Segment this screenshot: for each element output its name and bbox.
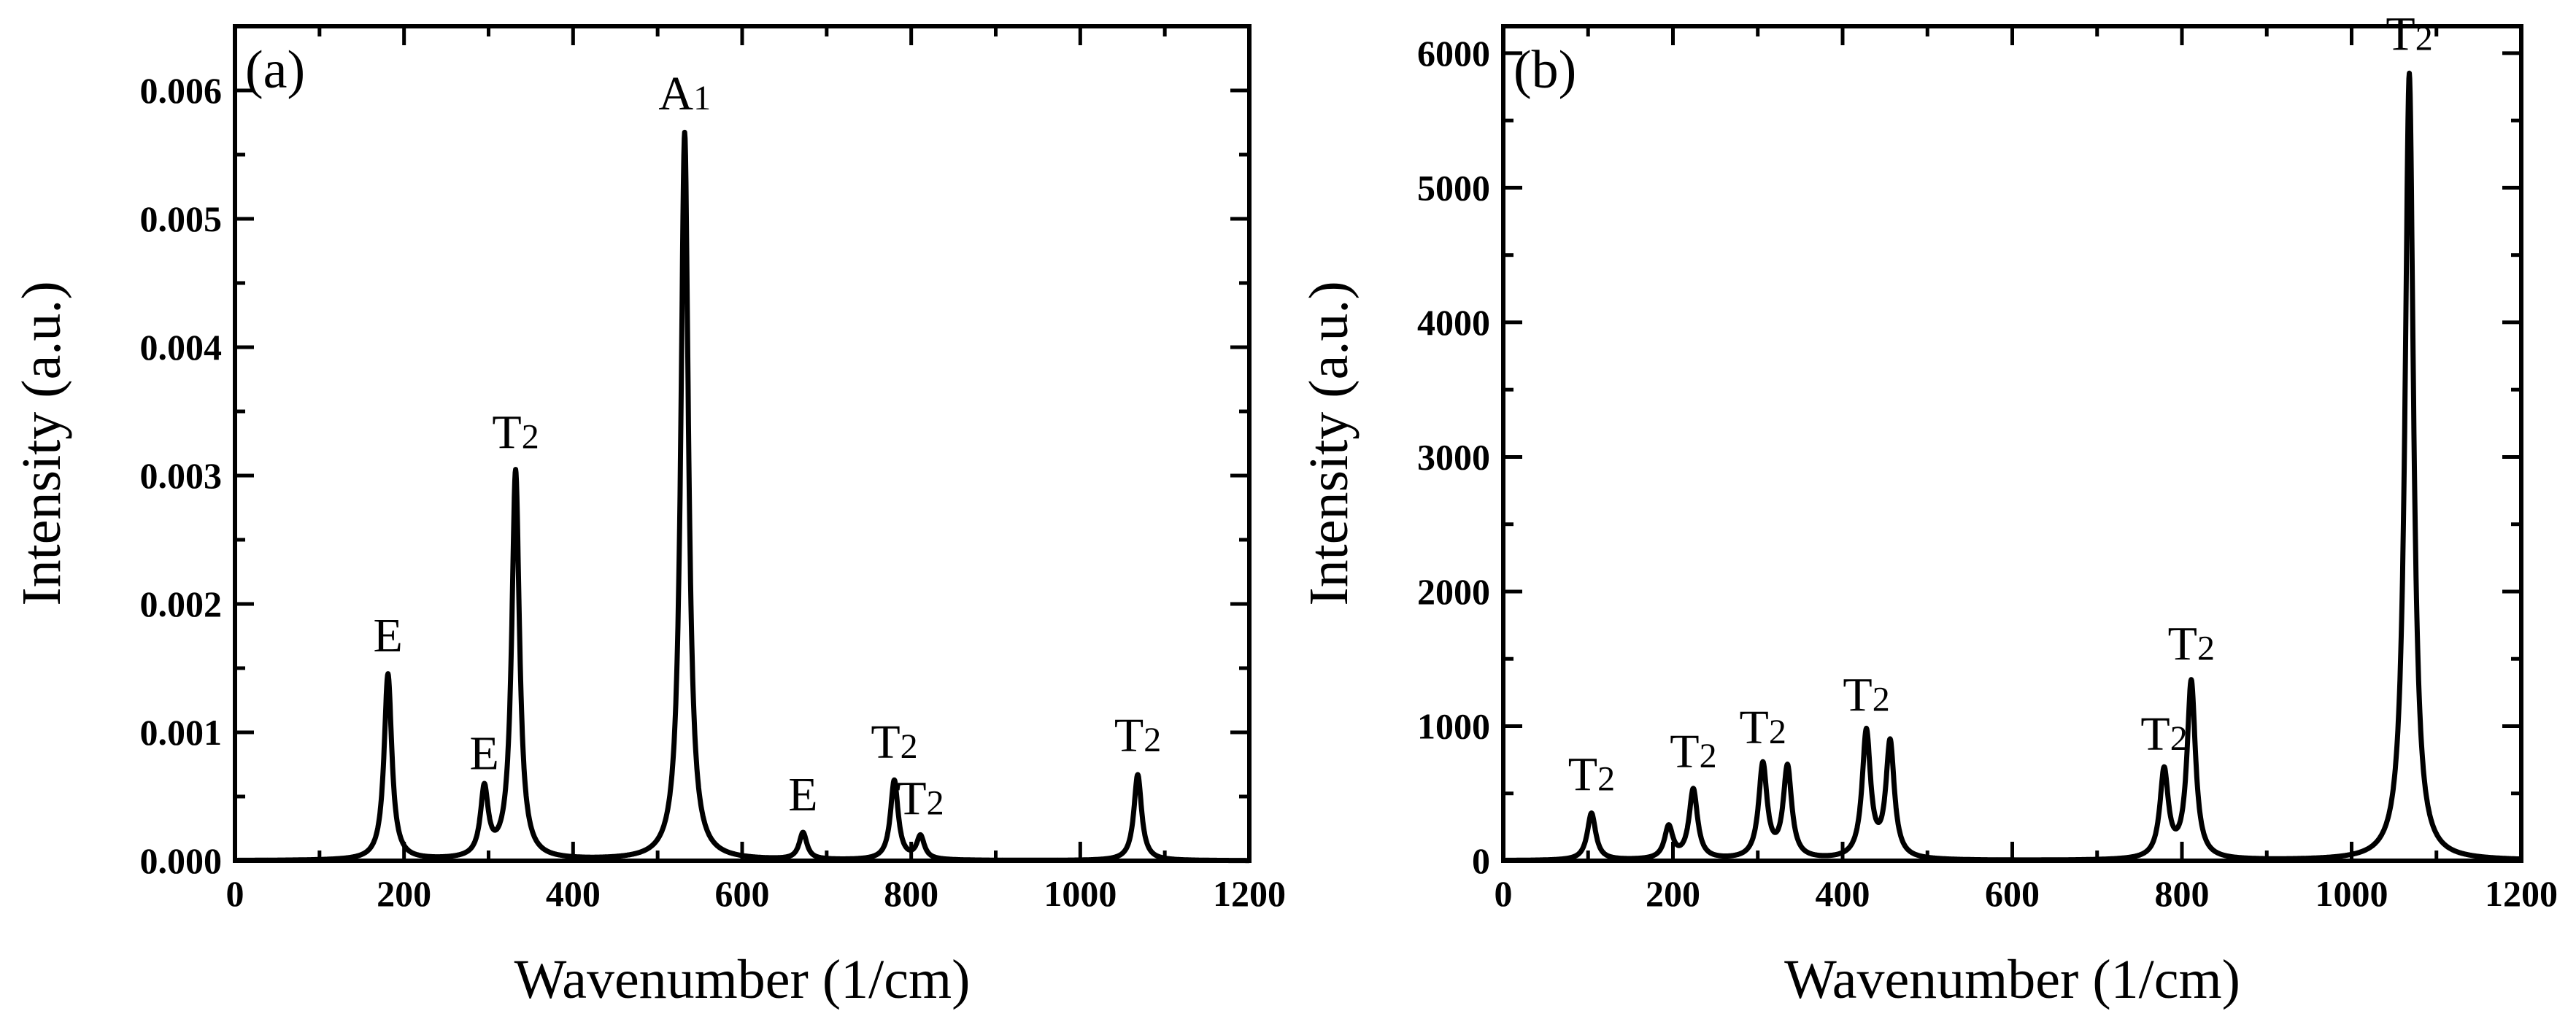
x-tick-label: 800: [884, 873, 938, 914]
x-tick-label: 800: [2155, 873, 2210, 914]
peak-label: T2: [1568, 748, 1615, 801]
peak-label-subscript: 2: [522, 418, 539, 457]
y-tick-label: 2000: [1417, 571, 1490, 612]
peak-label-subscript: 2: [2170, 719, 2188, 758]
peak-label-symbol: T: [1843, 669, 1872, 722]
x-tick-label: 400: [546, 873, 601, 914]
peak-label: T2: [2386, 8, 2432, 61]
peak-label-subscript: 2: [901, 727, 918, 766]
x-axis-title: Wavenumber (1/cm): [514, 949, 971, 1010]
peak-label: A1: [658, 67, 711, 120]
x-tick-label: 400: [1816, 873, 1870, 914]
peak-label-symbol: T: [2140, 708, 2170, 761]
x-tick-label: 0: [226, 873, 244, 914]
x-tick-label: 1200: [1213, 873, 1286, 914]
x-tick-label: 0: [1495, 873, 1513, 914]
peak-label: E: [373, 609, 402, 662]
y-tick-label: 5000: [1417, 167, 1490, 208]
spectrum-line: [233, 129, 1252, 864]
panel-label: (a): [245, 40, 305, 100]
peak-label-subscript: 2: [1700, 737, 1717, 775]
peak-label-symbol: A: [658, 67, 693, 120]
x-tick-label: 200: [1646, 873, 1700, 914]
peak-label-symbol: T: [1114, 709, 1144, 762]
peak-label: T2: [492, 406, 539, 460]
peak-label: T2: [897, 772, 944, 825]
peak-label-symbol: T: [1568, 748, 1597, 801]
y-tick-label: 0.003: [140, 455, 223, 496]
x-axis-title: Wavenumber (1/cm): [1784, 949, 2240, 1010]
peak-label-symbol: T: [1740, 701, 1769, 754]
peak-label: T2: [1843, 669, 1889, 722]
panel-label: (b): [1513, 40, 1576, 100]
y-tick-label: 1000: [1417, 705, 1490, 746]
y-axis-title: Intensity (a.u.): [1298, 281, 1360, 605]
x-tick-label: 600: [1985, 873, 2040, 914]
y-tick-label: 0.000: [140, 840, 223, 881]
peak-label-symbol: E: [373, 609, 402, 662]
x-tick-label: 200: [377, 873, 431, 914]
peak-label-subscript: 2: [1144, 721, 1161, 759]
y-tick-label: 3000: [1417, 436, 1490, 477]
peak-label: T2: [1740, 701, 1786, 754]
x-tick-label: 1200: [2485, 873, 2558, 914]
y-tick-label: 0.006: [140, 70, 223, 111]
peak-label-symbol: T: [2168, 617, 2197, 670]
peak-label-symbol: T: [492, 406, 521, 460]
plot-frame: [1501, 24, 2523, 863]
spectrum-line: [1501, 70, 2523, 863]
peak-label-subscript: 2: [927, 783, 944, 822]
peak-label-symbol: T: [897, 772, 926, 825]
peak-label-symbol: T: [1670, 725, 1699, 778]
y-tick-label: 0: [1472, 840, 1490, 881]
peak-label-symbol: E: [788, 768, 817, 821]
y-tick-label: 4000: [1417, 302, 1490, 343]
peak-label: E: [470, 727, 499, 780]
y-tick-label: 0.002: [140, 584, 223, 624]
peak-label: T2: [1114, 709, 1161, 762]
peak-label-subscript: 2: [2415, 20, 2433, 58]
x-tick-label: 1000: [2315, 873, 2388, 914]
peak-label-symbol: T: [871, 716, 900, 769]
x-tick-label: 600: [715, 873, 770, 914]
panel-a: 0 200 400 600 800 1000 1200 0.000 0.001 0.002 0.00…: [11, 24, 1286, 1010]
peak-label-subscript: 2: [1597, 759, 1615, 798]
peak-label-subscript: 1: [693, 79, 711, 117]
panel-b: 0 200 400 600 800 1000 1200 0 1000 2000 3000 4000 50…: [1298, 8, 2558, 1010]
peak-label-subscript: 2: [2197, 629, 2215, 667]
y-tick-label: 0.005: [140, 198, 223, 239]
peak-label-subscript: 2: [1769, 713, 1786, 751]
peak-label: T2: [1670, 725, 1716, 778]
peak-label: T2: [871, 716, 917, 769]
y-tick-label: 6000: [1417, 33, 1490, 74]
peak-label-symbol: T: [2386, 8, 2415, 61]
peak-label: T2: [2140, 708, 2187, 761]
peak-label: T2: [2168, 617, 2215, 670]
y-tick-label: 0.001: [140, 712, 223, 753]
peak-label: E: [788, 768, 817, 821]
y-axis-title: Intensity (a.u.): [11, 281, 72, 605]
peak-label-symbol: E: [470, 727, 499, 780]
y-tick-label: 0.004: [140, 327, 223, 368]
peak-label-subscript: 2: [1873, 681, 1890, 719]
x-tick-label: 1000: [1044, 873, 1117, 914]
